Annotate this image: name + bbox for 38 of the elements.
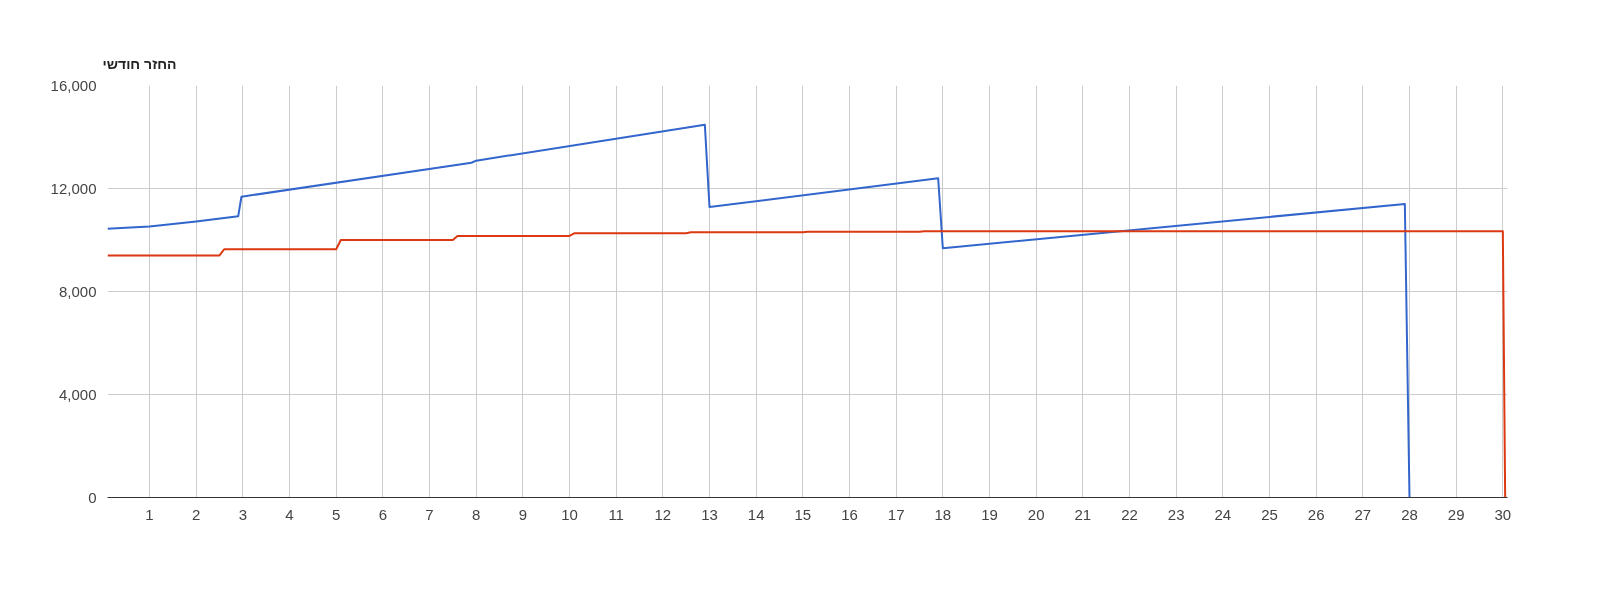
x-tick-label: 28 xyxy=(1401,505,1418,523)
y-tick-label: 12,000 xyxy=(50,179,97,197)
y-tick-label: 0 xyxy=(88,488,97,506)
x-tick-label: 21 xyxy=(1074,505,1092,523)
line-series xyxy=(107,123,1411,498)
y-tick-label: 8,000 xyxy=(58,282,97,300)
x-tick-label: 14 xyxy=(747,505,765,523)
x-tick-label: 2 xyxy=(192,505,201,523)
x-tick-label: 15 xyxy=(794,505,812,523)
x-tick-label: 16 xyxy=(841,505,858,523)
x-tick-label: 30 xyxy=(1494,505,1512,523)
x-tick-label: 22 xyxy=(1121,505,1138,523)
x-tick-label: 7 xyxy=(425,505,434,523)
line-series xyxy=(107,230,1507,498)
x-tick-label: 10 xyxy=(561,505,578,523)
x-tick-label: 24 xyxy=(1214,505,1232,523)
x-tick-label: 1 xyxy=(145,505,154,523)
x-tick-label: 17 xyxy=(887,505,905,523)
x-tick-label: 26 xyxy=(1307,505,1325,523)
x-tick-label: 5 xyxy=(332,505,341,523)
x-tick-label: 6 xyxy=(378,505,388,523)
x-tick-label: 11 xyxy=(608,505,624,523)
x-tick-label: 19 xyxy=(981,505,998,523)
x-tick-label: 3 xyxy=(238,505,248,523)
chart-title: החזר חודשי xyxy=(102,55,177,72)
x-tick-label: 25 xyxy=(1261,505,1278,523)
x-tick-label: 27 xyxy=(1354,505,1372,523)
x-tick-label: 12 xyxy=(654,505,672,523)
x-tick-label: 9 xyxy=(518,505,528,523)
y-tick-label: 16,000 xyxy=(50,76,97,94)
x-tick-label: 20 xyxy=(1027,505,1045,523)
x-tick-label: 29 xyxy=(1447,505,1465,523)
x-tick-label: 23 xyxy=(1167,505,1185,523)
y-tick-label: 4,000 xyxy=(58,385,97,403)
x-tick-label: 4 xyxy=(285,505,294,523)
x-tick-label: 18 xyxy=(934,505,952,523)
x-tick-label: 13 xyxy=(701,505,718,523)
x-tick-label: 8 xyxy=(472,505,481,523)
